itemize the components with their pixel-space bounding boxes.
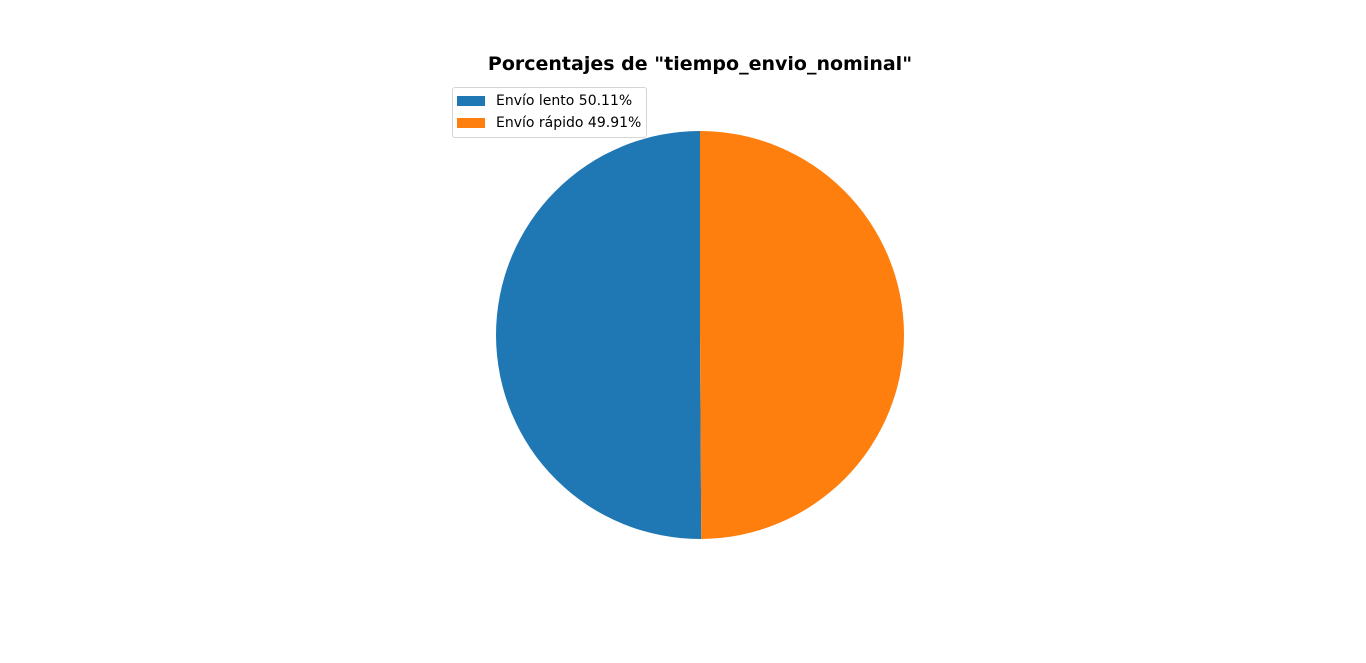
legend-swatch-envio-rapido bbox=[457, 118, 485, 128]
legend-swatch-envio-lento bbox=[457, 96, 485, 106]
legend-label-envio-lento: Envío lento 50.11% bbox=[496, 93, 633, 109]
pie-slice-envio-lento bbox=[496, 131, 702, 539]
legend-entry-envio-lento: Envío lento 50.11% bbox=[457, 90, 641, 112]
legend-entry-envio-rapido: Envío rápido 49.91% bbox=[457, 112, 641, 134]
pie-slices bbox=[496, 131, 905, 539]
legend-label-envio-rapido: Envío rápido 49.91% bbox=[496, 115, 642, 131]
pie-slice-envio-rapido bbox=[700, 131, 905, 539]
chart-title: Porcentajes de "tiempo_envio_nominal" bbox=[487, 53, 913, 75]
legend: Envío lento 50.11% Envío rápido 49.91% bbox=[452, 87, 648, 138]
